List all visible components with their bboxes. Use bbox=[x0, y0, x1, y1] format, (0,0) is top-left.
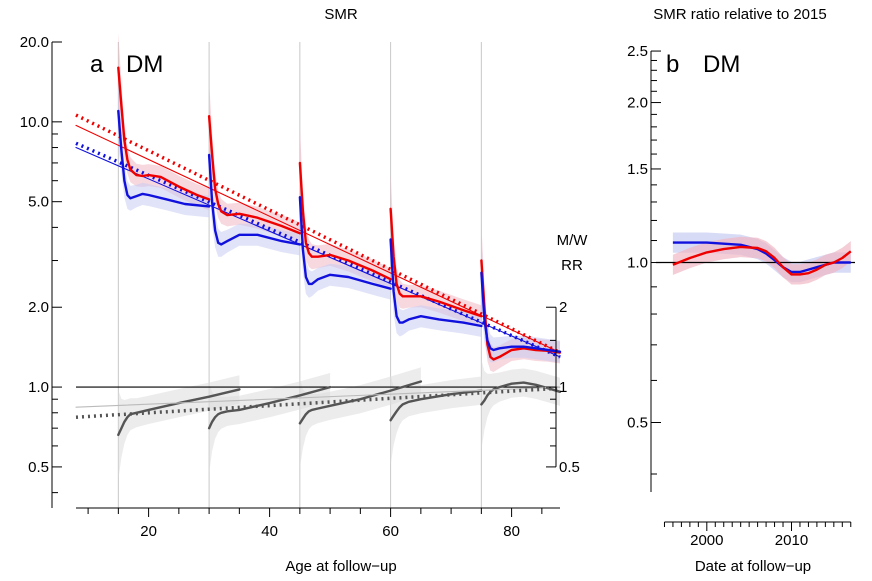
panel-a-series-blue-dotted bbox=[75, 141, 561, 359]
panel-a-series-grey-solid-segment-0 bbox=[117, 388, 241, 437]
panel-a-series-red-thin bbox=[75, 124, 561, 354]
panel-a-y-tick-label-10.0: 10.0 bbox=[20, 114, 49, 131]
panel-a-rr-axis-label-line-0: M/W bbox=[557, 232, 589, 249]
panel-b-y-tick-label-2.0: 2.0 bbox=[627, 95, 648, 112]
panel-a-series-blue-solid-segment-4 bbox=[480, 271, 562, 353]
panel-a-y-tick-label-5.0: 5.0 bbox=[28, 194, 49, 211]
panel-b-plot-layer: 0.5 1.0 1.5 2.0 2.5 2000 2010 bbox=[627, 43, 855, 549]
panel-a-rr-tick-label-1: 1 bbox=[559, 379, 567, 396]
panel-a-plot-layer: 0.5 1.0 2.0 5.0 10.0 20.0 20 40 60 80 0.5 1 2 M/W RR bbox=[20, 32, 589, 540]
panel-a-label: a bbox=[90, 51, 104, 78]
panel-a-series-blue-solid-segment-3 bbox=[389, 238, 483, 328]
panel-a-series-grey-solid-segment-3 bbox=[389, 389, 483, 422]
panel-a-series-red-solid-segment-2 bbox=[298, 161, 392, 281]
panel-a-band-red-3 bbox=[390, 173, 482, 328]
panel-a-series-blue-solid-segment-1 bbox=[207, 153, 302, 246]
panel-b-x-tick-label-2010: 2010 bbox=[775, 532, 808, 549]
panel-a-series-red-dotted bbox=[75, 113, 561, 355]
panel-a-band-red-2 bbox=[299, 127, 391, 291]
panel-b-x-tick-label-2000: 2000 bbox=[690, 532, 723, 549]
panel-a-series-blue-thin bbox=[75, 146, 561, 358]
panel-a-rr-tick-label-2: 2 bbox=[559, 299, 567, 316]
panel-a-x-tick-label-80: 80 bbox=[503, 523, 520, 540]
panel-a-y-tick-label-1.0: 1.0 bbox=[28, 379, 49, 396]
panel-a-series-blue-solid-segment-0 bbox=[117, 109, 211, 208]
panel-a-series-red-solid-segment-0 bbox=[117, 66, 211, 201]
panel-b-y-tick-label-2.5: 2.5 bbox=[627, 43, 648, 60]
panel-a-rr-axis-label-line-1: RR bbox=[561, 257, 583, 274]
panel-b-title: SMR ratio relative to 2015 bbox=[653, 6, 826, 23]
panel-a-band-blue-0 bbox=[118, 75, 210, 218]
panel-b-x-axis-label: Date at follow−up bbox=[695, 558, 811, 575]
panel-a-y-tick-label-20.0: 20.0 bbox=[20, 34, 49, 51]
panel-a-x-tick-label-20: 20 bbox=[140, 523, 157, 540]
panel-a-x-tick-label-40: 40 bbox=[261, 523, 278, 540]
panel-b: SMR ratio relative to 2015 b DM Date at … bbox=[627, 6, 855, 575]
panel-b-y-tick-label-1.5: 1.5 bbox=[627, 161, 648, 178]
panel-a-band-grey-3 bbox=[390, 375, 482, 466]
panel-a-series-grey-solid-segment-4 bbox=[480, 381, 562, 406]
panel-a-title: SMR bbox=[324, 6, 358, 23]
panel-a-x-axis-label: Age at follow−up bbox=[285, 558, 396, 575]
panel-a-series-grey-solid-segment-1 bbox=[207, 385, 332, 430]
panel-a-x-tick-label-60: 60 bbox=[382, 523, 399, 540]
panel-b-y-tick-label-1.0: 1.0 bbox=[627, 255, 648, 272]
panel-a-series-light_grey-thin-right bbox=[75, 386, 561, 408]
panel-a-band-grey-4 bbox=[481, 359, 560, 450]
panel-a-series-blue-solid-segment-2 bbox=[298, 196, 392, 290]
panel-a-band-blue-4 bbox=[481, 237, 560, 363]
panel-a-band-red-0 bbox=[118, 32, 210, 211]
panel-a-y-tick-label-2.0: 2.0 bbox=[28, 299, 49, 316]
panel-b-series-red bbox=[672, 245, 852, 276]
panel-b-name: DM bbox=[703, 51, 740, 78]
panel-a-series-red-solid-segment-3 bbox=[389, 207, 483, 318]
panel-b-label: b bbox=[666, 51, 679, 78]
panel-b-y-tick-label-0.5: 0.5 bbox=[627, 415, 648, 432]
panel-a-rr-tick-label-0.5: 0.5 bbox=[559, 459, 580, 476]
panel-a-band-red-1 bbox=[209, 81, 300, 245]
panel-a: SMR a DM Age at follow−up 0.51.02.05.010… bbox=[20, 6, 588, 575]
panel-a-series-red-solid-segment-1 bbox=[207, 115, 302, 235]
panel-a-name: DM bbox=[126, 51, 163, 78]
panel-a-y-tick-label-0.5: 0.5 bbox=[28, 459, 49, 476]
